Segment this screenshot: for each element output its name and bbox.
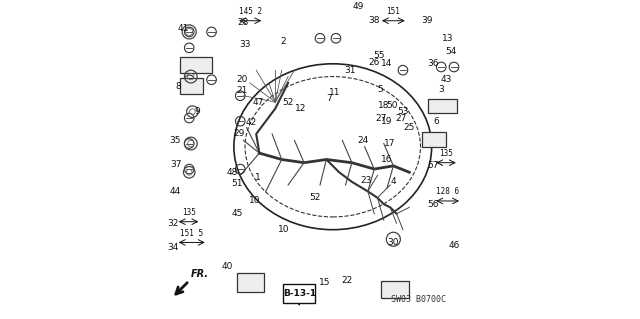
Text: 15: 15	[319, 278, 330, 287]
Text: 33: 33	[239, 40, 251, 49]
Text: 8: 8	[175, 82, 181, 91]
Text: 55: 55	[373, 51, 385, 60]
Text: 44: 44	[169, 187, 180, 196]
Text: 46: 46	[448, 241, 460, 250]
Text: 47: 47	[252, 98, 264, 107]
Text: 16: 16	[381, 155, 393, 164]
Text: 50: 50	[386, 101, 397, 110]
Text: 52: 52	[282, 98, 294, 107]
Text: 135: 135	[439, 149, 453, 158]
Text: 57: 57	[428, 161, 439, 170]
Text: 31: 31	[344, 66, 356, 75]
Bar	[422, 132, 446, 147]
Text: 6: 6	[433, 117, 439, 126]
Text: 18: 18	[378, 101, 390, 110]
Text: 54: 54	[445, 47, 456, 56]
Text: SW03 B0700C: SW03 B0700C	[392, 295, 446, 304]
Bar	[428, 99, 457, 113]
Text: 41: 41	[177, 24, 189, 33]
Text: 51: 51	[231, 179, 243, 188]
Text: 14: 14	[381, 59, 393, 68]
Text: 36: 36	[428, 59, 439, 68]
Text: 49: 49	[353, 2, 364, 11]
Text: 53: 53	[397, 107, 409, 116]
Text: 52: 52	[310, 193, 321, 202]
Text: 151: 151	[387, 7, 400, 16]
Text: 12: 12	[295, 104, 307, 113]
Text: 2: 2	[280, 37, 286, 46]
Bar	[180, 78, 203, 94]
Text: 4: 4	[390, 177, 396, 186]
FancyBboxPatch shape	[284, 284, 316, 303]
Text: 27: 27	[396, 114, 407, 122]
Text: B-13-1: B-13-1	[283, 289, 316, 298]
Text: 13: 13	[442, 34, 453, 43]
Text: 32: 32	[168, 219, 179, 228]
Text: 56: 56	[428, 200, 439, 209]
Text: 39: 39	[421, 16, 433, 25]
Text: 29: 29	[233, 130, 244, 138]
Text: 25: 25	[404, 123, 415, 132]
Text: 1: 1	[255, 173, 260, 182]
Text: 38: 38	[369, 16, 380, 25]
Text: 17: 17	[385, 139, 396, 148]
Text: 11: 11	[328, 88, 340, 97]
Text: 9: 9	[195, 107, 200, 116]
Bar	[237, 273, 264, 292]
Text: 40: 40	[222, 262, 233, 271]
Text: 45: 45	[232, 209, 243, 218]
Text: 35: 35	[170, 136, 181, 145]
Text: 145 2: 145 2	[239, 7, 262, 16]
Text: 7: 7	[326, 94, 332, 103]
Text: 3: 3	[438, 85, 444, 94]
Text: 28: 28	[237, 18, 249, 27]
Text: 22: 22	[342, 276, 353, 285]
Text: 24: 24	[357, 136, 369, 145]
Bar	[180, 57, 212, 73]
Text: 19: 19	[381, 117, 393, 126]
Text: 26: 26	[369, 58, 380, 67]
Text: 23: 23	[360, 176, 372, 185]
Text: 128 6: 128 6	[436, 187, 459, 196]
Text: 34: 34	[168, 243, 179, 252]
Text: 48: 48	[227, 168, 238, 177]
Text: 43: 43	[440, 75, 452, 84]
Bar	[381, 281, 410, 298]
Text: 10: 10	[278, 225, 289, 234]
Text: 21: 21	[236, 86, 248, 95]
Text: FR.: FR.	[191, 269, 209, 279]
Text: 135: 135	[182, 208, 195, 217]
Text: 5: 5	[378, 85, 383, 94]
Text: 37: 37	[170, 160, 182, 169]
Text: 20: 20	[236, 75, 248, 84]
Text: 42: 42	[246, 118, 257, 127]
Text: 10: 10	[249, 197, 260, 205]
Text: 151 5: 151 5	[180, 229, 204, 238]
Text: 30: 30	[388, 238, 399, 247]
Text: 27: 27	[375, 114, 387, 122]
